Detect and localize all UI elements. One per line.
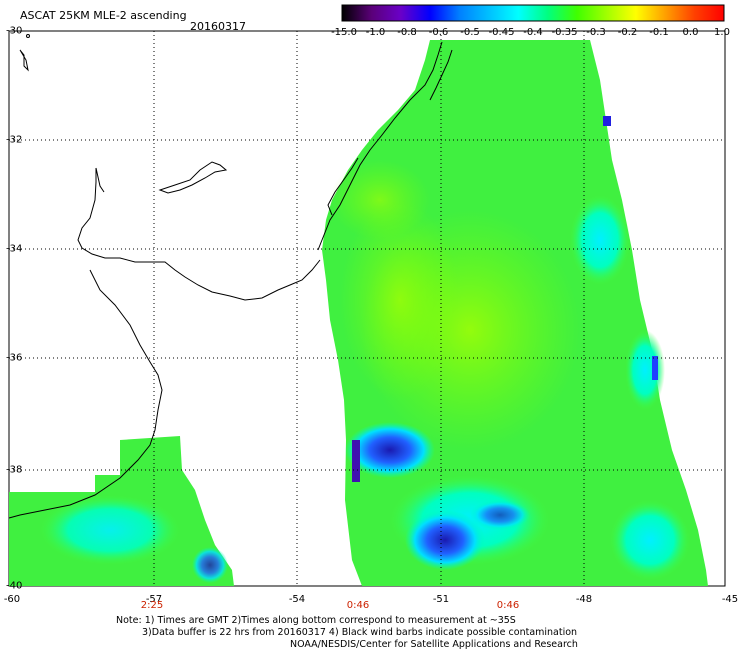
time-label: 2:25 bbox=[140, 600, 164, 611]
colorbar-tick-label: 0.0 bbox=[682, 27, 699, 38]
time-label: 0:46 bbox=[346, 600, 370, 611]
colorbar-tick-label: -0.2 bbox=[617, 27, 638, 38]
colorbar-tick-label: -1.0 bbox=[365, 27, 386, 38]
latitude-label: -38 bbox=[6, 464, 23, 476]
latitude-label: -36 bbox=[6, 352, 23, 364]
colorbar-gradient bbox=[341, 4, 725, 22]
colorbar-tick-label: -0.3 bbox=[586, 27, 606, 38]
western-swath bbox=[9, 436, 234, 586]
colorbar-tick-label: -15.0 bbox=[331, 27, 357, 38]
colorbar-tick-label: -0.35 bbox=[551, 27, 578, 38]
note-line-2: 3)Data buffer is 22 hrs from 20160317 4)… bbox=[142, 627, 578, 638]
longitude-label: -54 bbox=[288, 594, 306, 605]
time-label: 0:46 bbox=[496, 600, 520, 611]
latitude-label: -40 bbox=[6, 580, 23, 592]
latitude-label: -34 bbox=[6, 243, 23, 255]
longitude-label: -48 bbox=[575, 594, 593, 605]
graticule bbox=[9, 31, 725, 586]
colorbar-tick-label: -0.8 bbox=[397, 27, 417, 38]
latitude-label: -32 bbox=[6, 134, 23, 146]
note-line-1: Note: 1) Times are GMT 2)Times along bot… bbox=[116, 615, 516, 626]
colorbar-tick-label: -0.4 bbox=[523, 27, 543, 38]
note-line-3: NOAA/NESDIS/Center for Satellite Applica… bbox=[290, 639, 578, 650]
coastline bbox=[8, 34, 453, 519]
colorbar-tick-label: -0.45 bbox=[488, 27, 515, 38]
latitude-label: -30 bbox=[6, 25, 23, 37]
longitude-label: -45 bbox=[721, 594, 739, 605]
longitude-label: -57 bbox=[145, 594, 163, 605]
eastern-swath bbox=[322, 40, 708, 586]
chart-title: ASCAT 25KM MLE-2 ascending bbox=[20, 9, 187, 22]
chart-date: 20160317 bbox=[190, 20, 246, 33]
colorbar bbox=[341, 4, 725, 22]
colorbar-tick-label: -0.5 bbox=[460, 27, 480, 38]
colorbar-tick-label: 1.0 bbox=[714, 27, 730, 38]
colorbar-tick-label: -0.1 bbox=[649, 27, 669, 38]
colorbar-tick-label: -0.6 bbox=[428, 27, 449, 38]
longitude-label: -60 bbox=[3, 594, 21, 605]
longitude-label: -51 bbox=[432, 594, 450, 605]
